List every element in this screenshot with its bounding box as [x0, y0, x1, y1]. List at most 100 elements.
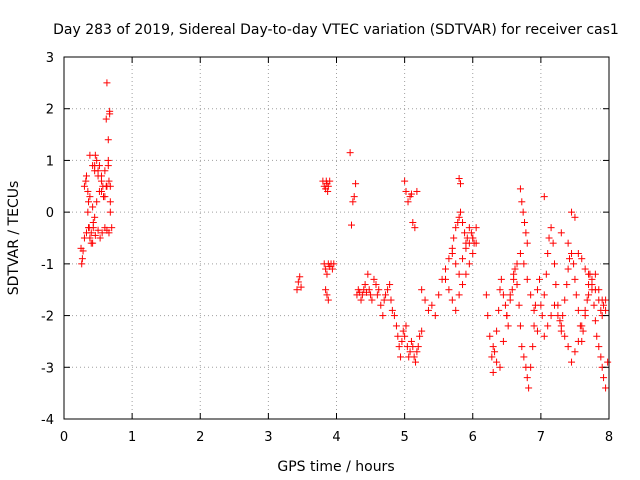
data-point: [533, 327, 541, 335]
data-point: [549, 239, 557, 247]
data-point: [530, 306, 538, 314]
data-point: [328, 265, 336, 273]
data-point: [387, 296, 395, 304]
data-point: [522, 229, 530, 237]
data-point: [102, 115, 110, 123]
data-point: [456, 180, 464, 188]
data-point: [416, 332, 424, 340]
data-points: [77, 79, 612, 392]
data-point: [499, 291, 507, 299]
data-point: [496, 363, 504, 371]
data-point: [527, 363, 535, 371]
data-point: [87, 239, 95, 247]
data-point: [407, 337, 415, 345]
data-point: [401, 332, 409, 340]
data-point: [96, 234, 104, 242]
data-point: [424, 306, 432, 314]
data-point: [519, 208, 527, 216]
chart-title: Day 283 of 2019, Sidereal Day-to-day VTE…: [53, 22, 619, 38]
data-point: [375, 286, 383, 294]
data-point: [600, 374, 608, 382]
data-point: [450, 234, 458, 242]
data-point: [80, 234, 88, 242]
data-point: [357, 296, 365, 304]
data-point: [104, 156, 112, 164]
data-point: [486, 332, 494, 340]
data-point: [84, 187, 92, 195]
data-point: [413, 187, 421, 195]
data-point: [588, 275, 596, 283]
data-point: [547, 224, 555, 232]
data-point: [428, 301, 436, 309]
y-axis-label: SDTVAR / TECUs: [6, 181, 22, 296]
data-point: [97, 187, 105, 195]
data-point: [364, 270, 372, 278]
data-point: [398, 337, 406, 345]
data-point: [324, 296, 332, 304]
data-point: [465, 224, 473, 232]
data-point: [323, 291, 331, 299]
data-point: [86, 193, 94, 201]
data-point: [108, 224, 116, 232]
axis-ticks: [63, 56, 610, 420]
data-point: [570, 260, 578, 268]
data-point: [350, 193, 358, 201]
data-point: [452, 306, 460, 314]
data-point: [395, 343, 403, 351]
data-point: [591, 270, 599, 278]
data-point: [564, 239, 572, 247]
data-point: [568, 208, 576, 216]
y-tick-label: -3: [41, 361, 54, 376]
data-point: [105, 229, 113, 237]
data-point: [600, 301, 608, 309]
data-point: [407, 190, 415, 198]
data-point: [404, 198, 412, 206]
x-tick-label: 7: [537, 430, 545, 445]
data-point: [322, 286, 330, 294]
data-point: [602, 296, 610, 304]
data-point: [368, 296, 376, 304]
data-point: [421, 296, 429, 304]
data-point: [461, 229, 469, 237]
data-point: [401, 177, 409, 185]
data-point: [564, 343, 572, 351]
data-point: [377, 301, 385, 309]
data-point: [571, 348, 579, 356]
data-point: [326, 177, 334, 185]
data-point: [104, 136, 112, 144]
data-point: [448, 250, 456, 258]
data-point: [516, 185, 524, 193]
data-point: [489, 343, 497, 351]
data-point: [489, 368, 497, 376]
data-point: [581, 265, 589, 273]
data-point: [445, 286, 453, 294]
data-point: [504, 322, 512, 330]
data-point: [499, 337, 507, 345]
x-tick-label: 1: [128, 430, 136, 445]
x-tick-label: 2: [196, 430, 204, 445]
data-point: [564, 265, 572, 273]
x-axis-label: GPS time / hours: [277, 459, 394, 475]
x-tick-label: 0: [60, 430, 68, 445]
data-point: [591, 286, 599, 294]
y-tick-label: 1: [46, 154, 54, 169]
data-point: [103, 79, 111, 87]
data-point: [402, 322, 410, 330]
data-point: [431, 312, 439, 320]
data-point: [604, 358, 612, 366]
data-point: [536, 275, 544, 283]
y-tick-label: -4: [41, 413, 54, 428]
data-point: [101, 167, 109, 175]
data-point: [542, 270, 550, 278]
data-point: [511, 265, 519, 273]
data-point: [572, 291, 580, 299]
data-point: [89, 162, 97, 170]
data-point: [445, 255, 453, 263]
y-tick-label: 2: [46, 103, 54, 118]
data-point: [91, 167, 99, 175]
y-tick-label: 0: [46, 206, 54, 221]
data-point: [574, 306, 582, 314]
data-point: [563, 281, 571, 289]
data-point: [597, 353, 605, 361]
